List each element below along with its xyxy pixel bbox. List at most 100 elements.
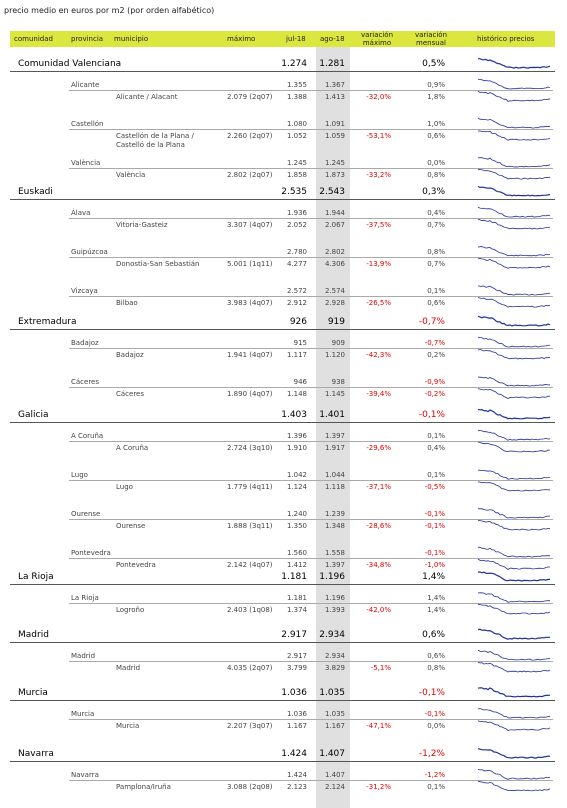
municipio-var-mensual: 0,8% [427,664,445,672]
municipio-var-mensual: 1,8% [427,93,445,101]
province-sparkline-line [477,157,551,168]
region-sparkline-line [477,571,550,582]
province-name: Pontevedra [71,549,111,557]
municipio-jul: 1.412 [286,561,307,569]
province-jul: 1.036 [286,710,307,718]
province-ago: 2.574 [324,287,345,295]
province-jul: 946 [293,378,307,386]
municipio-name: Vitoria-Gasteiz [116,221,168,229]
municipio-ago: 1.348 [324,522,345,530]
municipio-sparkline [477,388,551,399]
table-header: comunidad provincia municipio máximo jul… [10,31,555,47]
municipio-var-max: -37,5% [366,221,391,229]
region-name: Madrid [18,630,49,640]
municipio-jul: 1.858 [286,171,307,179]
col-ago: ago-18 [320,35,345,43]
municipio-var-max: -26,5% [366,299,391,307]
municipio-jul: 1.910 [286,444,307,452]
municipio-sparkline-line [477,520,550,531]
province-name: Castellón [71,120,104,128]
province-jul: 1.181 [286,594,307,602]
municipio-sparkline [477,661,551,673]
province-name: Navarra [71,771,99,779]
municipio-var-max: -28,6% [366,522,391,530]
municipio-var-max: -5,1% [370,664,391,672]
province-sparkline [477,429,551,441]
region-sparkline-line [477,408,551,420]
region-ago: 919 [327,317,345,327]
province-jul: 1.240 [286,510,307,518]
region-jul: 1.424 [281,749,307,759]
col-var-mensual: variación mensual [414,31,448,47]
province-var-mensual: 0,6% [427,652,445,660]
municipio-maximo: 1.779 (4q11) [227,483,273,491]
municipio-maximo: 5.001 (1q11) [227,260,273,268]
province-divider [69,780,553,781]
municipio-jul: 1.350 [286,522,307,530]
province-sparkline-line [477,206,551,218]
municipio-sparkline-line [477,257,551,269]
region-divider [10,700,555,701]
province-jul: 1.245 [286,159,307,167]
province-ago: 2.934 [324,652,345,660]
province-name: València [71,159,101,167]
municipio-ago: 2.928 [324,299,345,307]
municipio-var-max: -34,8% [366,561,391,569]
municipio-name: Logroño [116,606,145,614]
region-jul: 1.403 [281,410,307,420]
province-var-mensual: 0,1% [427,287,445,295]
province-jul: 1.080 [286,120,307,128]
municipio-maximo: 1.890 (4q07) [227,390,273,398]
province-sparkline [477,246,551,257]
municipio-var-max: -42,3% [366,351,391,359]
municipio-ago: 3.829 [324,664,345,672]
province-var-mensual: -0,1% [424,549,445,557]
province-var-mensual: 0,1% [427,432,445,440]
region-ago: 1.035 [319,688,345,698]
province-name: Ourense [71,510,101,518]
region-name: Comunidad Valenciana [18,59,122,69]
province-sparkline [477,508,551,519]
municipio-sparkline [477,257,551,269]
municipio-var-max: -29,6% [366,444,391,452]
province-var-mensual: 1,4% [427,594,445,602]
municipio-maximo: 1.888 (3q11) [227,522,273,530]
municipio-sparkline-line [477,441,551,453]
province-ago: 1.944 [324,209,345,217]
municipio-jul: 1.052 [286,132,307,140]
municipio-name: Pamplona/Iruña [116,783,171,791]
municipio-ago: 1.145 [324,390,345,398]
municipio-var-mensual: 0,1% [427,783,445,791]
region-divider [10,422,555,423]
province-jul: 1.042 [286,471,307,479]
province-sparkline [477,469,551,480]
region-sparkline [477,408,551,420]
municipio-ago: 1.167 [324,722,345,730]
region-sparkline-line [477,748,551,759]
municipio-sparkline [477,481,551,492]
municipio-ago: 2.124 [324,783,345,791]
province-sparkline [477,157,551,168]
province-divider [69,480,553,481]
municipio-maximo: 3.307 (4q07) [227,221,273,229]
municipio-var-max: -39,4% [366,390,391,398]
province-sparkline-line [477,285,551,296]
region-var-mensual: -0,1% [418,410,445,420]
municipio-maximo: 3.983 (4q07) [227,299,273,307]
province-sparkline-line [477,117,551,129]
municipio-name: Ourense [116,522,146,530]
municipio-sparkline-line [477,297,551,308]
province-var-mensual: 1,0% [427,120,445,128]
province-jul: 2.780 [286,248,307,256]
municipio-maximo: 4.035 (2q07) [227,664,273,672]
municipio-var-max: -47,1% [366,722,391,730]
municipio-maximo: 2.079 (2q07) [227,93,273,101]
municipio-sparkline-line [477,720,551,731]
province-sparkline-line [477,336,551,348]
region-var-mensual: 0,5% [422,59,445,69]
region-ago: 1.401 [319,410,345,420]
municipio-sparkline [477,441,551,453]
region-divider [10,642,555,643]
col-historico: histórico precios [477,35,535,43]
municipio-var-mensual: 0,6% [427,299,445,307]
